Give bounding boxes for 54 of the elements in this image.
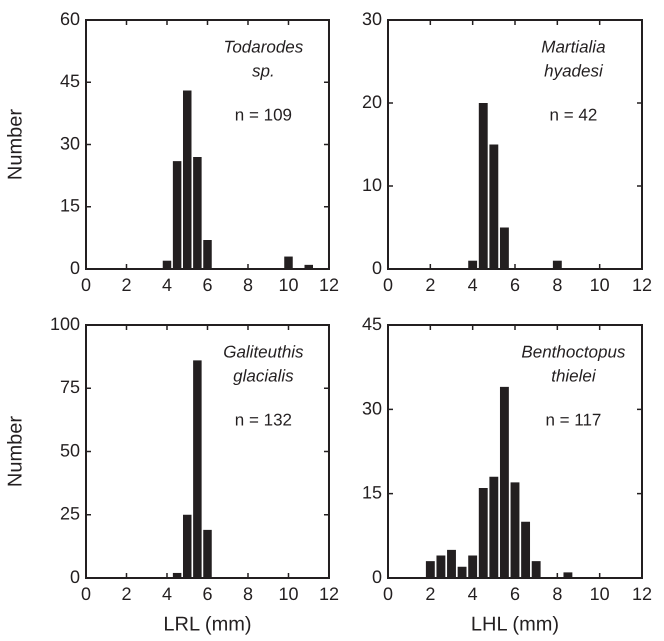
y-tick-label: 15 [362, 482, 382, 503]
y-tick-label: 75 [60, 377, 80, 398]
y-axis-title: Number [4, 108, 27, 180]
x-tick-label: 10 [278, 584, 299, 604]
annotation: n = 42 [550, 106, 598, 125]
annotation: Galiteuthis glacialis [223, 342, 304, 386]
x-tick-label: 6 [202, 274, 212, 295]
x-tick-label: 12 [632, 274, 652, 295]
annotation: Todarodes sp. [224, 38, 304, 81]
x-tick-label: 8 [242, 274, 253, 295]
y-tick-label: 15 [60, 196, 80, 216]
x-tick-label: 6 [510, 584, 520, 604]
y-tick-label: 10 [362, 174, 382, 195]
x-tick-label: 12 [632, 584, 652, 604]
y-tick-label: 30 [362, 8, 382, 29]
x-tick-label: 6 [510, 274, 520, 295]
y-tick-label: 0 [372, 566, 382, 587]
y-tick-label: 0 [70, 566, 80, 587]
x-tick-label: 2 [121, 274, 132, 295]
y-tick-label: 100 [50, 314, 80, 334]
y-tick-label: 45 [362, 314, 382, 334]
x-tick-label: 4 [468, 274, 478, 295]
x-tick-label: 2 [425, 274, 436, 295]
y-tick-label: 50 [60, 440, 80, 460]
x-tick-label: 10 [590, 274, 610, 295]
x-tick-label: 2 [425, 584, 436, 604]
y-tick-label: 20 [362, 92, 382, 112]
y-tick-label: 30 [60, 133, 80, 154]
annotation: n = 109 [234, 106, 292, 125]
x-axis-title: LHL (mm) [470, 614, 560, 636]
x-axis-title: LRL (mm) [163, 614, 252, 636]
annotation: n = 132 [234, 410, 292, 430]
y-tick-label: 25 [60, 504, 80, 524]
y-axis-title: Number [4, 416, 27, 488]
x-tick-label: 2 [121, 584, 132, 604]
x-tick-label: 4 [162, 274, 172, 295]
annotation: n = 117 [545, 410, 602, 430]
x-tick-label: 4 [162, 584, 172, 604]
x-tick-label: 10 [278, 274, 299, 295]
x-tick-label: 8 [552, 584, 562, 604]
annotation: Martialia hyadesi [541, 38, 606, 81]
x-tick-label: 12 [318, 584, 340, 604]
y-tick-label: 0 [372, 258, 382, 278]
y-tick-label: 45 [60, 71, 80, 92]
x-tick-label: 6 [202, 584, 212, 604]
x-tick-label: 8 [242, 584, 253, 604]
x-tick-label: 12 [318, 274, 340, 295]
y-tick-label: 30 [362, 398, 382, 418]
y-tick-label: 0 [70, 258, 80, 278]
annotation: Benthoctopus thielei [521, 342, 626, 386]
y-tick-label: 60 [60, 8, 80, 29]
x-tick-label: 10 [590, 584, 610, 604]
x-tick-label: 4 [468, 584, 478, 604]
x-tick-label: 8 [552, 274, 562, 295]
